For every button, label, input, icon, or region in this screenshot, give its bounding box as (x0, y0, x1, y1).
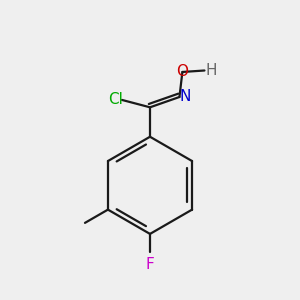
Text: Cl: Cl (108, 92, 123, 107)
Text: F: F (146, 257, 154, 272)
Text: H: H (205, 63, 217, 78)
Text: O: O (176, 64, 188, 80)
Text: N: N (179, 89, 190, 104)
